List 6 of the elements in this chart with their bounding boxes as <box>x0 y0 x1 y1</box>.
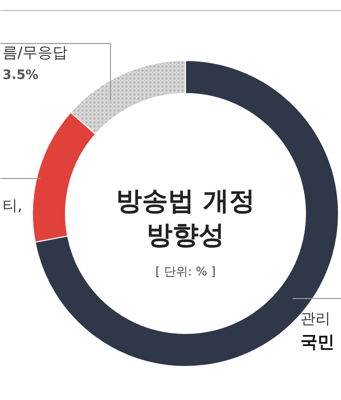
slice-label: 름/무응답 <box>2 44 68 62</box>
text: 방송법 개정 방향성 <box>116 186 256 250</box>
slice-label: 관리 국민 <box>300 310 334 352</box>
text: 티, <box>2 196 22 214</box>
text: 3.5% <box>2 68 39 83</box>
text: [ 단위: % ] <box>155 264 216 278</box>
